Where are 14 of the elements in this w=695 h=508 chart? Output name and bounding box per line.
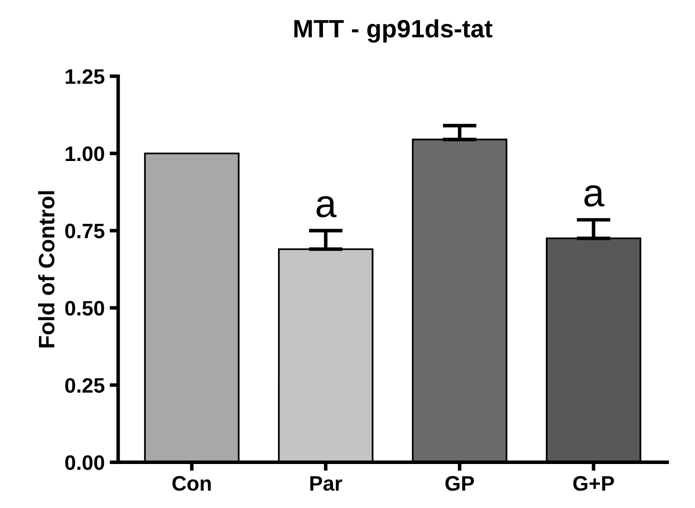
y-tick-label: 0.50: [65, 300, 104, 316]
y-tick-label: 0.00: [65, 455, 104, 470]
annotation: a: [584, 185, 604, 207]
annotation: a: [316, 196, 337, 218]
y-tick-label: 1.25: [66, 69, 104, 84]
x-tick-label: G+P: [573, 476, 614, 491]
y-tick-label: 0.25: [65, 378, 104, 393]
y-tick-label: 1.00: [66, 146, 104, 162]
y-tick-label: 0.75: [65, 224, 104, 238]
y-axis-title: Fold of Control: [38, 191, 54, 348]
chart-title: MTT - gp91ds-tat: [294, 19, 492, 43]
x-tick-label: GP: [445, 476, 474, 491]
x-tick-label: Con: [172, 476, 211, 491]
x-tick-label: Par: [310, 476, 342, 491]
